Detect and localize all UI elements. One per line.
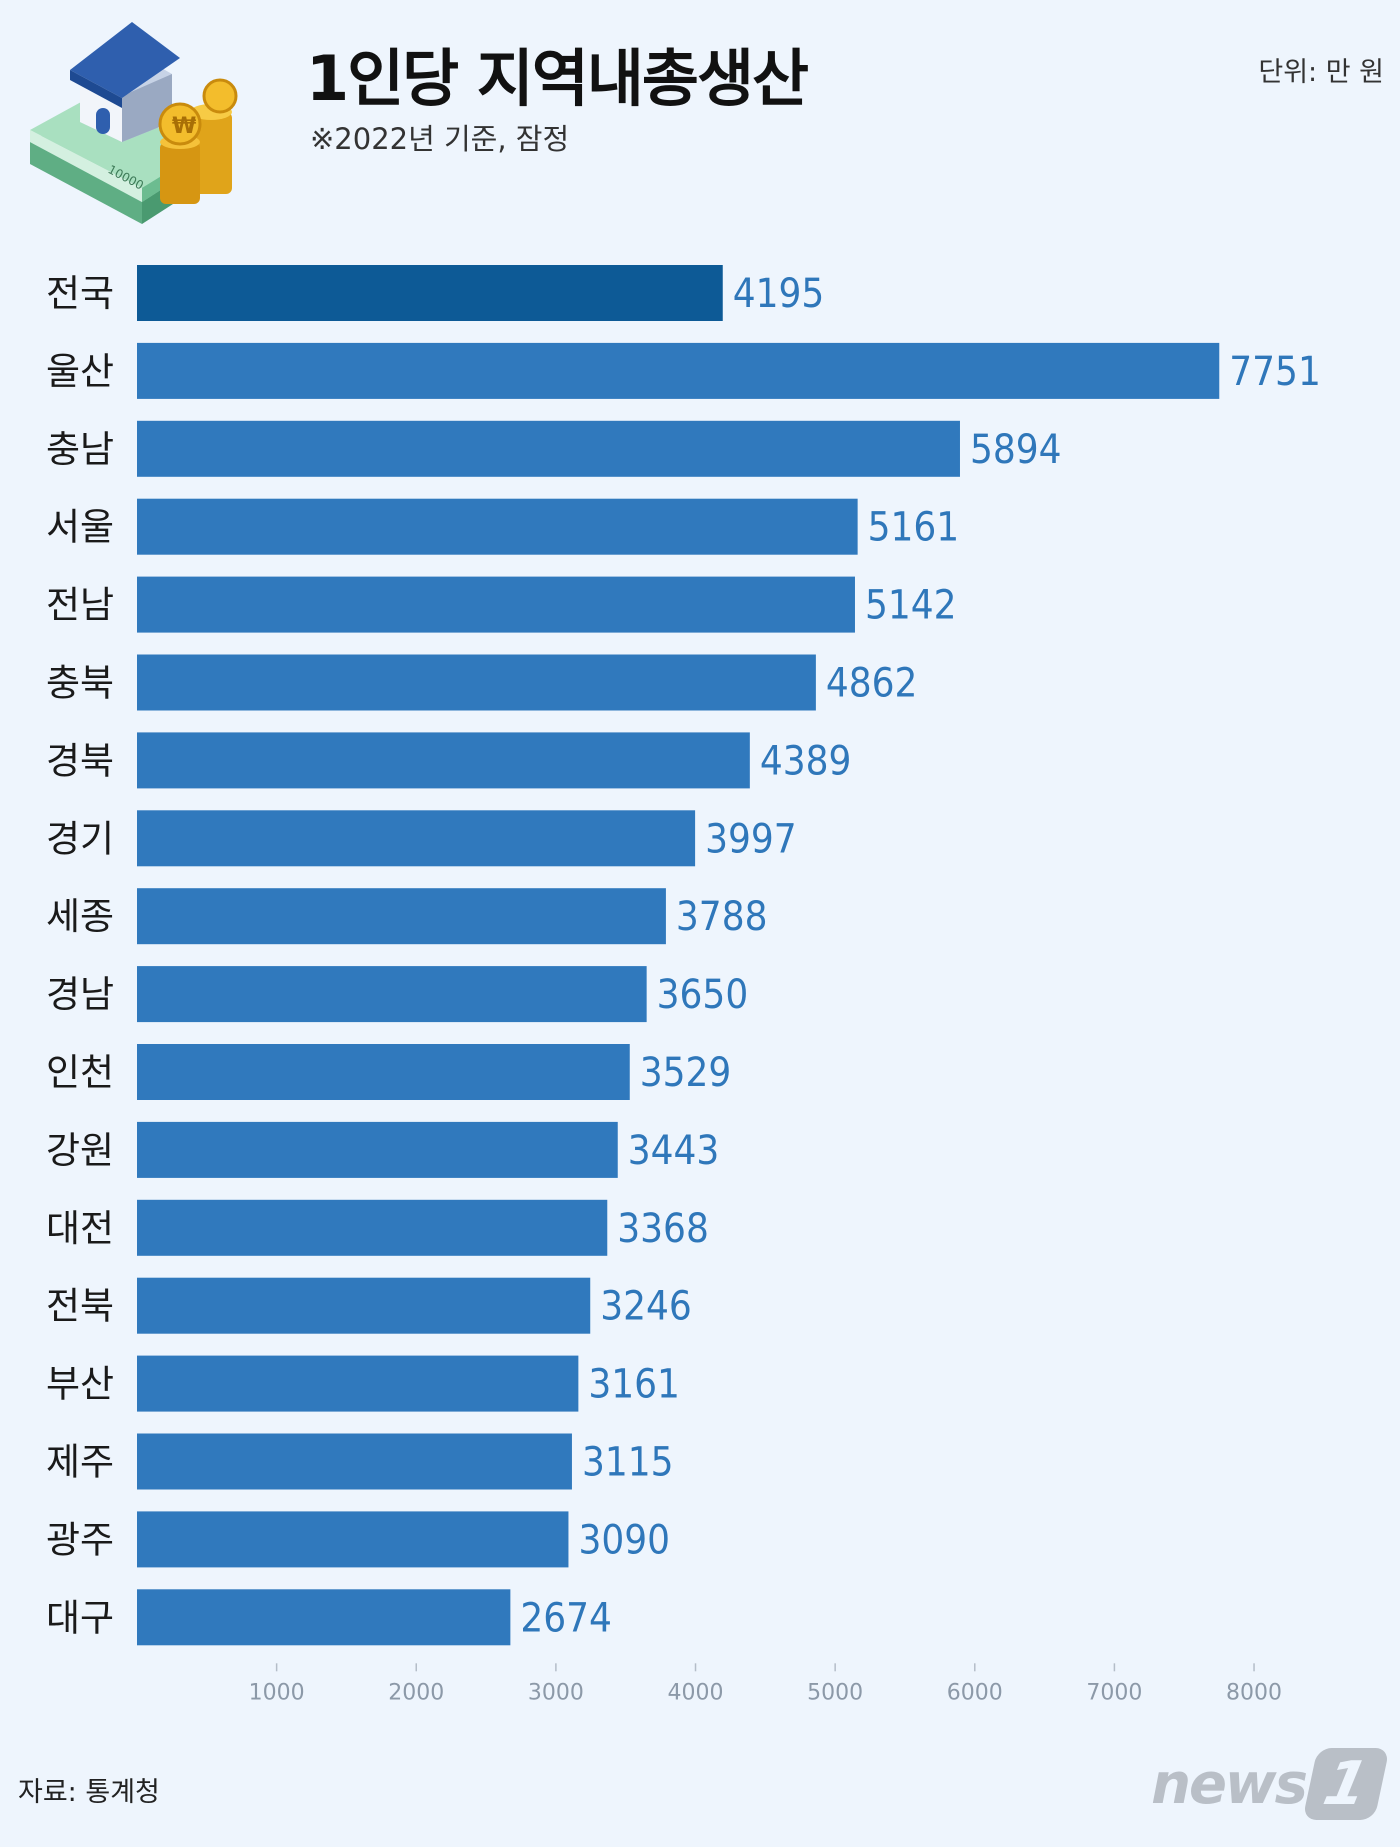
category-label: 부산: [46, 1363, 114, 1406]
category-label: 충남: [46, 428, 114, 471]
bar-chart: 전국 4195 울산 7751 충남 5894 서울 5161 전남 5142 충북 4862 경북 43…: [46, 265, 1321, 1705]
tick-label: 3000: [528, 1680, 584, 1705]
category-label: 충북: [46, 662, 114, 705]
bar: [137, 888, 666, 945]
value-label: 3788: [676, 894, 768, 940]
tick-label: 7000: [1086, 1680, 1142, 1705]
bar: [137, 1121, 618, 1178]
value-label: 3529: [640, 1050, 732, 1096]
value-label: 4195: [733, 271, 825, 317]
bar: [137, 810, 696, 867]
value-label: 3090: [578, 1517, 670, 1563]
tick-label: 2000: [388, 1680, 444, 1705]
bar: [137, 1044, 630, 1100]
category-label: 경남: [46, 973, 114, 1016]
bar: [137, 654, 816, 711]
category-label: 전북: [46, 1285, 114, 1328]
value-label: 5142: [865, 583, 957, 629]
category-label: 세종: [46, 895, 114, 938]
value-label: 5161: [868, 505, 960, 551]
news1-logo: news 1: [1151, 1748, 1390, 1820]
category-label: 강원: [46, 1129, 114, 1172]
value-label: 4862: [826, 661, 918, 707]
value-label: 3650: [657, 972, 749, 1018]
category-label: 전남: [46, 584, 114, 627]
bar: [137, 265, 723, 321]
value-label: 3368: [617, 1206, 709, 1252]
value-label: 5894: [970, 427, 1062, 473]
bar: [137, 966, 647, 1023]
category-label: 제주: [46, 1441, 114, 1484]
bar: [137, 1355, 579, 1412]
tick-label: 5000: [807, 1680, 863, 1705]
category-label: 전국: [46, 272, 114, 315]
value-label: 3161: [588, 1362, 680, 1408]
bar: [137, 498, 858, 555]
bar: [137, 342, 1220, 399]
logo-text: news: [1151, 1751, 1308, 1817]
bar: [137, 1199, 608, 1256]
chart-title: 1인당 지역내총생산: [306, 42, 809, 115]
tick-label: 6000: [947, 1680, 1003, 1705]
logo-badge: 1: [1302, 1748, 1390, 1820]
category-label: 광주: [46, 1518, 114, 1561]
tick-label: 4000: [668, 1680, 724, 1705]
value-label: 3997: [705, 816, 797, 862]
tick-label: 1000: [249, 1680, 305, 1705]
coin-stack-icon: ₩: [158, 78, 238, 204]
money-house-illustration: 10000 ₩: [30, 22, 238, 224]
value-label: 4389: [760, 738, 852, 784]
source-note: 자료: 통계청: [18, 1777, 160, 1808]
bar: [137, 1589, 511, 1646]
svg-text:₩: ₩: [172, 114, 196, 139]
category-label: 대전: [46, 1207, 114, 1250]
category-label: 서울: [46, 506, 114, 549]
value-label: 7751: [1229, 349, 1321, 395]
category-label: 인천: [46, 1051, 114, 1094]
category-label: 울산: [46, 350, 114, 393]
bar: [137, 420, 960, 477]
value-label: 3246: [600, 1284, 692, 1330]
chart-subtitle: ※2022년 기준, 잠정: [310, 122, 570, 156]
value-label: 2674: [520, 1595, 612, 1641]
bar: [137, 732, 750, 789]
value-label: 3115: [582, 1440, 674, 1486]
value-label: 3443: [628, 1128, 720, 1174]
category-label: 대구: [46, 1596, 114, 1639]
category-label: 경북: [46, 739, 114, 782]
bar: [137, 1277, 591, 1334]
tick-label: 8000: [1226, 1680, 1282, 1705]
bar: [137, 1433, 572, 1490]
bar: [137, 1511, 569, 1568]
unit-label: 단위: 만 원: [1258, 57, 1384, 88]
bar: [137, 576, 855, 633]
category-label: 경기: [46, 817, 114, 860]
